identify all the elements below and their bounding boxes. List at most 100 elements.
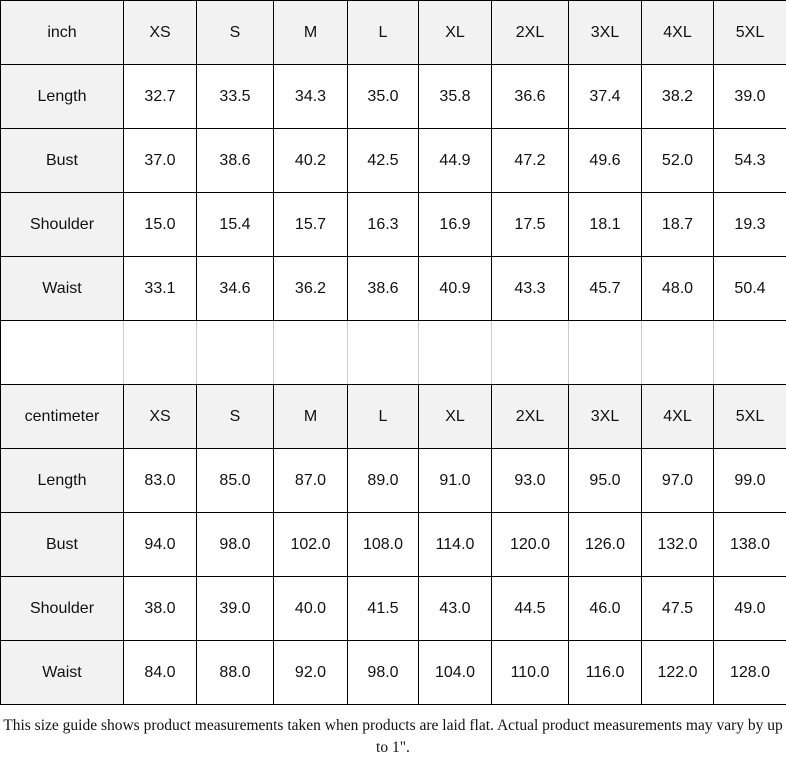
measurement-value: 16.9 [418, 192, 492, 257]
measurement-value: 89.0 [347, 448, 419, 513]
measurement-value: 41.5 [347, 576, 419, 641]
measurement-value: 91.0 [418, 448, 492, 513]
measurement-value: 36.6 [491, 64, 569, 129]
measurement-value: 47.5 [641, 576, 714, 641]
measurement-value: 87.0 [273, 448, 348, 513]
size-header: S [196, 0, 274, 65]
measurement-value: 52.0 [641, 128, 714, 193]
measurement-value: 94.0 [123, 512, 197, 577]
measurement-value: 34.6 [196, 256, 274, 321]
table-row: Shoulder 15.0 15.4 15.7 16.3 16.9 17.5 18.1 18.7… [0, 192, 786, 257]
measurement-value: 93.0 [491, 448, 569, 513]
measurement-value: 46.0 [568, 576, 642, 641]
measurement-value: 38.2 [641, 64, 714, 129]
measurement-value: 92.0 [273, 640, 348, 705]
measurement-label: Bust [0, 512, 124, 577]
measurement-value: 43.3 [491, 256, 569, 321]
size-header: S [196, 384, 274, 449]
size-header: XL [418, 0, 492, 65]
empty-cell [491, 320, 569, 385]
measurement-value: 84.0 [123, 640, 197, 705]
measurement-value: 114.0 [418, 512, 492, 577]
measurement-value: 83.0 [123, 448, 197, 513]
measurement-value: 88.0 [196, 640, 274, 705]
measurement-value: 47.2 [491, 128, 569, 193]
measurement-value: 44.9 [418, 128, 492, 193]
empty-cell [641, 320, 714, 385]
measurement-value: 122.0 [641, 640, 714, 705]
measurement-value: 37.0 [123, 128, 197, 193]
measurement-label: Shoulder [0, 192, 124, 257]
measurement-value: 34.3 [273, 64, 348, 129]
measurement-value: 49.0 [713, 576, 786, 641]
measurement-value: 39.0 [713, 64, 786, 129]
measurement-label: Waist [0, 256, 124, 321]
measurement-value: 19.3 [713, 192, 786, 257]
measurement-value: 102.0 [273, 512, 348, 577]
measurement-value: 15.4 [196, 192, 274, 257]
measurement-value: 38.6 [196, 128, 274, 193]
size-header: 3XL [568, 0, 642, 65]
measurement-value: 110.0 [491, 640, 569, 705]
measurement-value: 44.5 [491, 576, 569, 641]
empty-cell [418, 320, 492, 385]
measurement-value: 120.0 [491, 512, 569, 577]
measurement-label: Waist [0, 640, 124, 705]
table-row: Length 32.7 33.5 34.3 35.0 35.8 36.6 37.4 38.2 39… [0, 64, 786, 129]
measurement-value: 108.0 [347, 512, 419, 577]
measurement-value: 36.2 [273, 256, 348, 321]
measurement-value: 97.0 [641, 448, 714, 513]
table-row: Length 83.0 85.0 87.0 89.0 91.0 93.0 95.0 97.0 99… [0, 448, 786, 513]
size-header: 5XL [713, 0, 786, 65]
measurement-value: 138.0 [713, 512, 786, 577]
measurement-label: Shoulder [0, 576, 124, 641]
empty-cell [713, 320, 786, 385]
measurement-value: 50.4 [713, 256, 786, 321]
measurement-value: 15.0 [123, 192, 197, 257]
measurement-value: 45.7 [568, 256, 642, 321]
measurement-value: 40.9 [418, 256, 492, 321]
measurement-value: 126.0 [568, 512, 642, 577]
size-header: 3XL [568, 384, 642, 449]
size-header: 4XL [641, 0, 714, 65]
spacer-row [0, 320, 786, 385]
measurement-value: 104.0 [418, 640, 492, 705]
size-header: 2XL [491, 384, 569, 449]
measurement-value: 35.0 [347, 64, 419, 129]
measurement-value: 132.0 [641, 512, 714, 577]
unit-header: centimeter [0, 384, 124, 449]
measurement-value: 38.6 [347, 256, 419, 321]
table-row: Waist 33.1 34.6 36.2 38.6 40.9 43.3 45.7 48.0 50.… [0, 256, 786, 321]
size-header: L [347, 0, 419, 65]
empty-cell [0, 320, 124, 385]
size-header: 5XL [713, 384, 786, 449]
measurement-value: 33.5 [196, 64, 274, 129]
measurement-value: 40.0 [273, 576, 348, 641]
size-header: 4XL [641, 384, 714, 449]
size-header: M [273, 0, 348, 65]
unit-header: inch [0, 0, 124, 65]
measurement-value: 16.3 [347, 192, 419, 257]
size-header: XL [418, 384, 492, 449]
measurement-value: 15.7 [273, 192, 348, 257]
size-header: XS [123, 0, 197, 65]
header-row: inch XS S M L XL 2XL 3XL 4XL 5XL [0, 0, 786, 65]
measurement-value: 54.3 [713, 128, 786, 193]
measurement-label: Bust [0, 128, 124, 193]
size-header: XS [123, 384, 197, 449]
measurement-value: 98.0 [196, 512, 274, 577]
table-row: Waist 84.0 88.0 92.0 98.0 104.0 110.0 116.0 122.… [0, 640, 786, 705]
measurement-value: 17.5 [491, 192, 569, 257]
measurement-value: 48.0 [641, 256, 714, 321]
empty-cell [568, 320, 642, 385]
measurement-label: Length [0, 64, 124, 129]
measurement-value: 39.0 [196, 576, 274, 641]
measurement-value: 38.0 [123, 576, 197, 641]
measurement-value: 116.0 [568, 640, 642, 705]
size-header: L [347, 384, 419, 449]
measurement-value: 35.8 [418, 64, 492, 129]
size-header: M [273, 384, 348, 449]
table-row: Bust 37.0 38.6 40.2 42.5 44.9 47.2 49.6 52.0 54.3 [0, 128, 786, 193]
measurement-value: 18.1 [568, 192, 642, 257]
